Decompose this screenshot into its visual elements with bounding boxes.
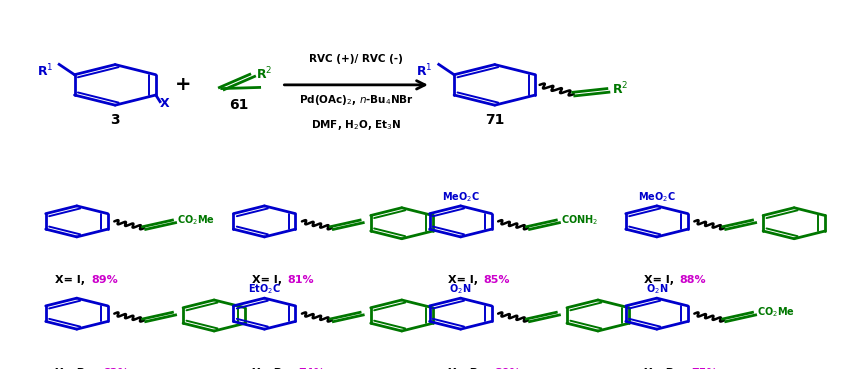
Text: X= Br,: X= Br, (55, 368, 94, 369)
Text: CONH$_2$: CONH$_2$ (561, 213, 598, 227)
Text: 74%: 74% (298, 368, 325, 369)
Text: 62%: 62% (102, 368, 129, 369)
Text: 75%: 75% (690, 368, 717, 369)
Text: DMF, H$_2$O, Et$_3$N: DMF, H$_2$O, Et$_3$N (310, 118, 401, 132)
Text: O$_2$N: O$_2$N (449, 283, 471, 296)
Text: 89%: 89% (91, 275, 118, 286)
Text: 88%: 88% (679, 275, 705, 286)
Text: X= I,: X= I, (447, 275, 477, 286)
Text: 3: 3 (110, 113, 120, 127)
Text: RVC (+)/ RVC (-): RVC (+)/ RVC (-) (308, 54, 403, 64)
Text: R$^2$: R$^2$ (612, 80, 628, 97)
Text: Pd(OAc)$_2$, $n$-Bu$_4$NBr: Pd(OAc)$_2$, $n$-Bu$_4$NBr (298, 93, 413, 107)
Text: 71: 71 (485, 113, 504, 127)
Text: X= I,: X= I, (251, 275, 281, 286)
Text: MeO$_2$C: MeO$_2$C (637, 190, 675, 204)
Text: R$^1$: R$^1$ (416, 63, 432, 79)
Text: 61: 61 (229, 98, 248, 112)
Text: MeO$_2$C: MeO$_2$C (441, 190, 479, 204)
Text: 80%: 80% (494, 368, 521, 369)
Text: X= I,: X= I, (643, 275, 673, 286)
Text: 81%: 81% (287, 275, 314, 286)
Text: EtO$_2$C: EtO$_2$C (248, 283, 280, 296)
Text: X= Br,: X= Br, (643, 368, 682, 369)
Text: X: X (160, 97, 170, 110)
Text: X= I,: X= I, (55, 275, 85, 286)
Text: X= Br,: X= Br, (447, 368, 486, 369)
Text: CO$_2$Me: CO$_2$Me (757, 306, 795, 320)
Text: 85%: 85% (483, 275, 509, 286)
Text: R$^2$: R$^2$ (256, 65, 273, 82)
Text: R$^1$: R$^1$ (37, 63, 53, 79)
Text: X= Br,: X= Br, (251, 368, 290, 369)
Text: CO$_2$Me: CO$_2$Me (177, 213, 216, 227)
Text: +: + (175, 75, 192, 94)
Text: O$_2$N: O$_2$N (645, 283, 667, 296)
